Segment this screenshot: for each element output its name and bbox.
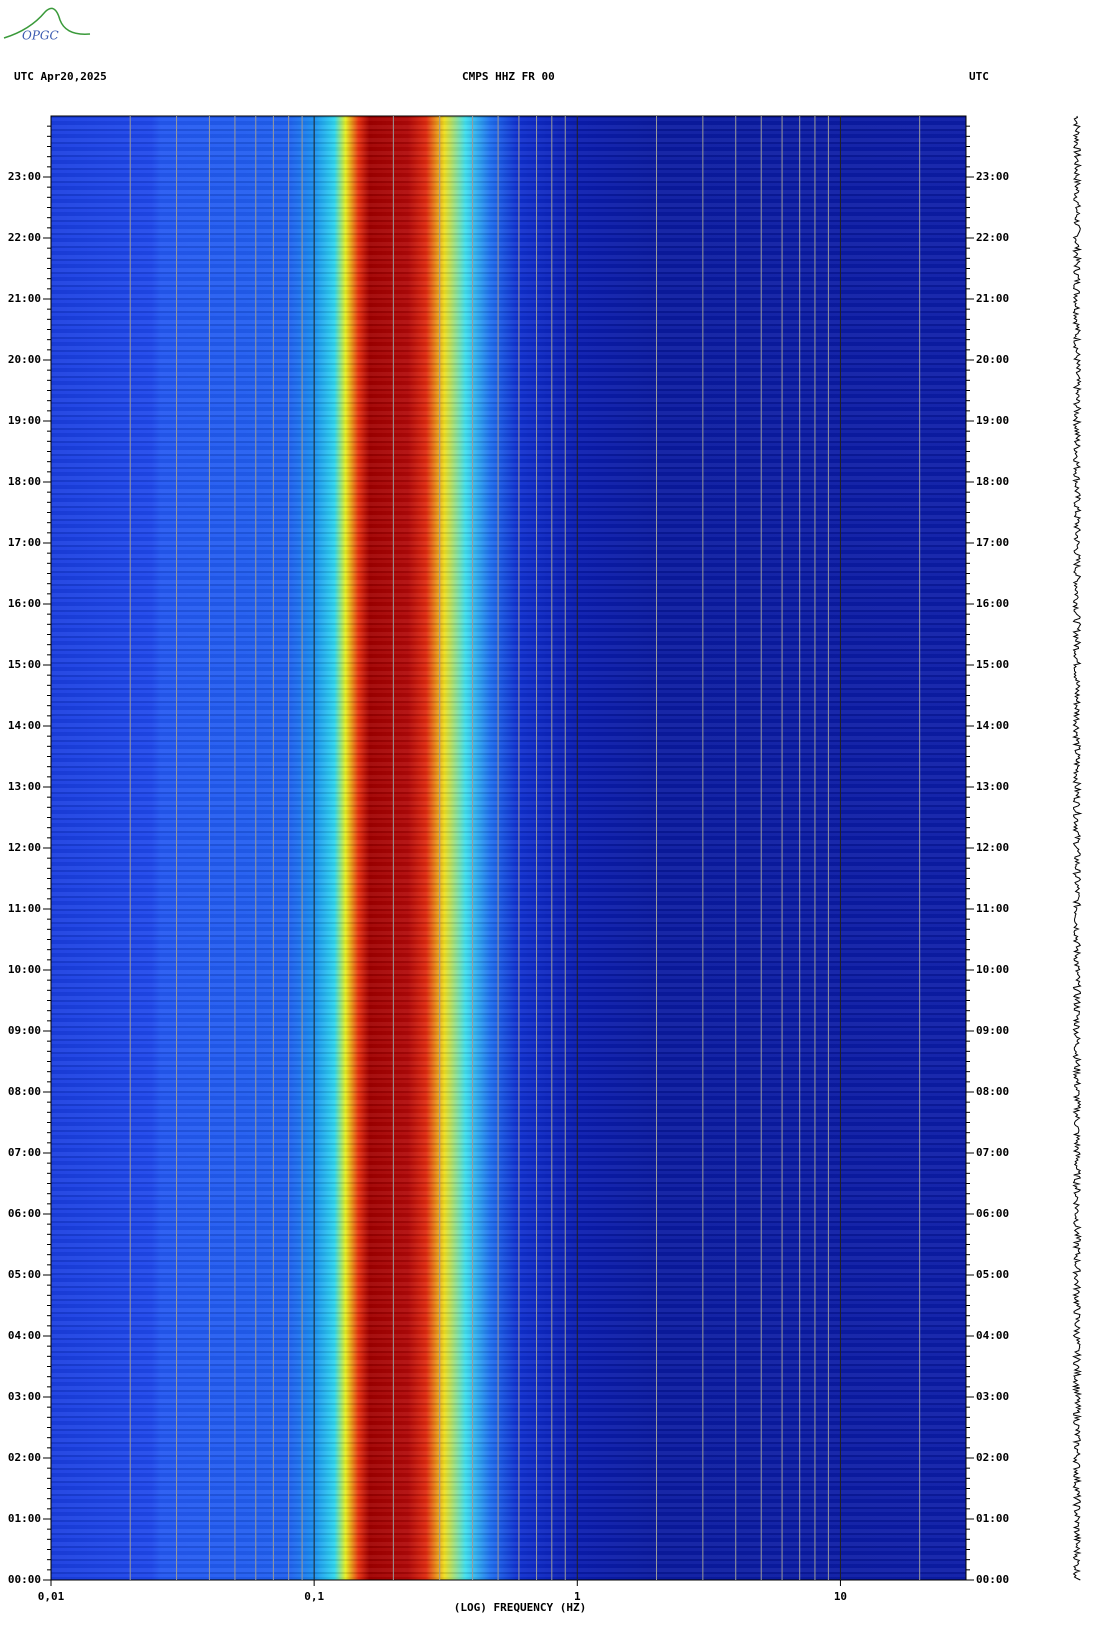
y-tick-label: 21:00 bbox=[976, 292, 1009, 305]
y-tick-label: 19:00 bbox=[976, 414, 1009, 427]
y-tick-label: 05:00 bbox=[8, 1268, 41, 1281]
y-tick-label: 22:00 bbox=[8, 231, 41, 244]
x-tick-label: 10 bbox=[834, 1590, 847, 1603]
y-tick-label: 15:00 bbox=[976, 658, 1009, 671]
y-tick-label: 13:00 bbox=[8, 780, 41, 793]
y-tick-label: 09:00 bbox=[8, 1024, 41, 1037]
y-tick-label: 10:00 bbox=[8, 963, 41, 976]
y-tick-label: 11:00 bbox=[8, 902, 41, 915]
y-tick-label: 17:00 bbox=[976, 536, 1009, 549]
x-tick-label: 0,1 bbox=[304, 1590, 324, 1603]
y-tick-label: 08:00 bbox=[976, 1085, 1009, 1098]
y-tick-label: 08:00 bbox=[8, 1085, 41, 1098]
header-right: UTC bbox=[969, 70, 989, 83]
chart-title: CMPS HHZ FR 00 bbox=[462, 70, 555, 83]
spectrogram-image bbox=[51, 116, 966, 1580]
y-tick-label: 03:00 bbox=[976, 1390, 1009, 1403]
y-tick-label: 16:00 bbox=[976, 597, 1009, 610]
y-tick-label: 01:00 bbox=[8, 1512, 41, 1525]
y-tick-label: 14:00 bbox=[976, 719, 1009, 732]
y-tick-label: 12:00 bbox=[8, 841, 41, 854]
header-left: UTC Apr20,2025 bbox=[14, 70, 107, 83]
y-tick-label: 23:00 bbox=[8, 170, 41, 183]
y-tick-label: 04:00 bbox=[976, 1329, 1009, 1342]
y-tick-label: 23:00 bbox=[976, 170, 1009, 183]
x-tick-label: 1 bbox=[574, 1590, 581, 1603]
y-tick-label: 09:00 bbox=[976, 1024, 1009, 1037]
logo-curve bbox=[3, 7, 91, 39]
y-tick-label: 14:00 bbox=[8, 719, 41, 732]
y-tick-label: 06:00 bbox=[976, 1207, 1009, 1220]
y-tick-label: 00:00 bbox=[976, 1573, 1009, 1586]
y-tick-label: 07:00 bbox=[976, 1146, 1009, 1159]
y-tick-label: 01:00 bbox=[976, 1512, 1009, 1525]
y-tick-label: 19:00 bbox=[8, 414, 41, 427]
y-tick-label: 05:00 bbox=[976, 1268, 1009, 1281]
y-tick-label: 06:00 bbox=[8, 1207, 41, 1220]
y-tick-label: 12:00 bbox=[976, 841, 1009, 854]
y-tick-label: 18:00 bbox=[8, 475, 41, 488]
y-tick-label: 03:00 bbox=[8, 1390, 41, 1403]
y-tick-label: 10:00 bbox=[976, 963, 1009, 976]
y-tick-label: 11:00 bbox=[976, 902, 1009, 915]
y-tick-label: 04:00 bbox=[8, 1329, 41, 1342]
y-tick-label: 20:00 bbox=[8, 353, 41, 366]
y-tick-label: 02:00 bbox=[8, 1451, 41, 1464]
y-tick-label: 00:00 bbox=[8, 1573, 41, 1586]
y-tick-label: 02:00 bbox=[976, 1451, 1009, 1464]
y-tick-label: 07:00 bbox=[8, 1146, 41, 1159]
y-tick-label: 18:00 bbox=[976, 475, 1009, 488]
logo: OPGC bbox=[22, 29, 59, 43]
seismogram-trace bbox=[1071, 115, 1083, 1581]
x-axis-label: (LOG) FREQUENCY (HZ) bbox=[454, 1601, 586, 1614]
y-tick-label: 16:00 bbox=[8, 597, 41, 610]
y-tick-label: 15:00 bbox=[8, 658, 41, 671]
y-tick-label: 20:00 bbox=[976, 353, 1009, 366]
y-tick-label: 22:00 bbox=[976, 231, 1009, 244]
y-tick-label: 21:00 bbox=[8, 292, 41, 305]
y-tick-label: 13:00 bbox=[976, 780, 1009, 793]
x-tick-label: 0,01 bbox=[38, 1590, 65, 1603]
y-tick-label: 17:00 bbox=[8, 536, 41, 549]
